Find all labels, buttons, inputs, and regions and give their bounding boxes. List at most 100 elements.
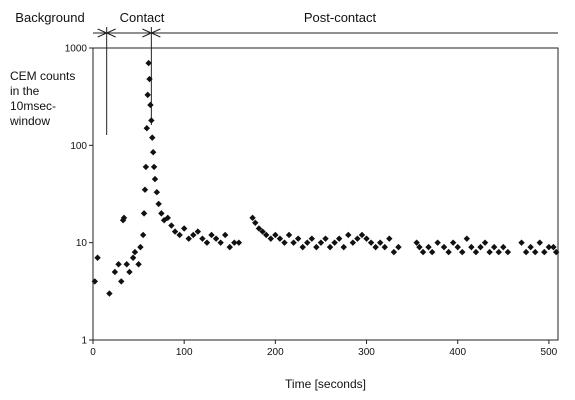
data-point [354,235,361,242]
data-point [419,248,427,256]
data-point [504,248,512,256]
data-point [118,278,125,285]
data-point [259,228,266,235]
data-point [222,231,229,239]
data-point [131,248,139,256]
data-point [363,235,370,242]
data-point [290,239,297,246]
data-point [164,214,171,222]
axis-ticks: 0 100 200 300 400 500 1 10 100 1000 [65,44,558,359]
data-point [550,243,557,251]
data-point [472,248,480,256]
data-point [449,239,457,246]
data-point [304,239,311,246]
data-point [185,235,192,242]
phase-annotations: Background Contact Post-contact [15,10,558,135]
data-point [486,248,493,256]
data-point [91,278,99,285]
data-points [91,59,560,297]
data-point [168,222,175,229]
y-tick-label: 10 [76,238,88,249]
data-point [123,261,130,268]
data-point [158,210,165,217]
data-point [199,235,206,242]
data-point [150,163,158,171]
x-tick-label: 300 [358,347,375,358]
data-point [317,239,325,246]
data-point [445,248,452,256]
x-tick-label: 100 [176,347,193,358]
data-point [536,239,543,246]
data-point [208,231,215,239]
data-point [149,134,156,141]
data-point [390,248,398,256]
data-point [463,235,471,242]
data-point [367,239,375,246]
data-point [545,243,553,251]
data-point [194,228,202,235]
data-point [372,243,379,251]
data-point [285,231,293,239]
data-point [522,248,530,256]
data-point [231,239,238,246]
data-point [340,243,347,251]
data-point [140,210,148,217]
x-tick-label: 500 [541,347,558,358]
data-point [180,225,188,232]
data-point [147,101,154,109]
data-point [454,243,461,251]
data-point [490,243,498,251]
data-point [226,243,233,251]
data-point [153,188,161,196]
data-point [106,290,113,297]
data-point [252,219,259,226]
x-axis-label: Time [seconds] [285,377,366,391]
data-point [322,235,329,242]
x-tick-label: 0 [90,347,96,358]
data-point [145,59,152,67]
phase-label: Background [15,10,84,25]
data-point [335,235,343,242]
data-point [345,231,352,239]
y-axis-label-line: CEM counts [10,69,75,83]
data-point [143,124,150,132]
data-point [235,239,243,246]
data-point [495,248,502,256]
data-point [276,235,284,242]
y-axis-label-line: window [9,114,50,128]
data-point [552,248,560,256]
data-point [313,243,320,251]
data-point [541,248,548,256]
y-axis-label-line: 10msec- [10,99,56,113]
data-point [203,239,211,246]
data-point [249,214,256,222]
data-point [459,248,466,256]
phase-label: Contact [120,10,165,25]
data-point [142,163,150,171]
data-point [281,239,288,246]
x-tick-label: 400 [449,347,466,358]
data-point [395,243,402,251]
data-point [137,243,144,251]
data-point [532,248,539,256]
data-point [425,243,432,251]
data-point [139,231,147,239]
data-point [416,243,423,251]
plot-area [92,47,559,341]
data-point [272,231,279,239]
data-point [294,235,302,242]
data-point [358,231,366,239]
data-point [349,239,357,246]
data-point [299,243,306,251]
data-point [135,261,142,268]
data-point [331,239,338,246]
data-point [120,214,128,222]
data-point [146,75,153,83]
data-point [500,243,507,251]
data-point [171,228,179,235]
data-point [190,231,197,239]
data-point [94,254,101,261]
phase-arrowhead [105,28,116,38]
